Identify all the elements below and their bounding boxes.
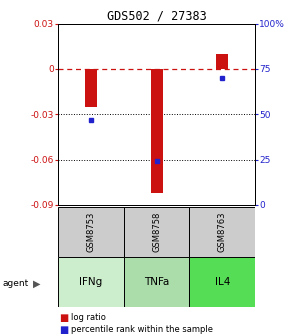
Bar [189, 257, 255, 307]
Text: GSM8753: GSM8753 [86, 212, 95, 252]
Text: IL4: IL4 [215, 277, 230, 287]
Bar [58, 207, 124, 257]
Text: log ratio: log ratio [71, 313, 106, 322]
Text: percentile rank within the sample: percentile rank within the sample [71, 326, 213, 334]
Text: GSM8758: GSM8758 [152, 212, 161, 252]
Bar [151, 69, 162, 193]
Text: ▶: ▶ [33, 279, 41, 289]
Text: IFNg: IFNg [79, 277, 102, 287]
Bar [189, 207, 255, 257]
Text: GSM8763: GSM8763 [218, 212, 227, 252]
Bar [124, 207, 189, 257]
Text: ■: ■ [59, 325, 69, 335]
Title: GDS502 / 27383: GDS502 / 27383 [107, 9, 206, 23]
Text: agent: agent [3, 280, 29, 288]
Bar [124, 257, 189, 307]
Bar [85, 69, 97, 107]
Text: TNFa: TNFa [144, 277, 169, 287]
Text: ■: ■ [59, 312, 69, 323]
Bar [58, 257, 124, 307]
Bar [216, 54, 228, 69]
